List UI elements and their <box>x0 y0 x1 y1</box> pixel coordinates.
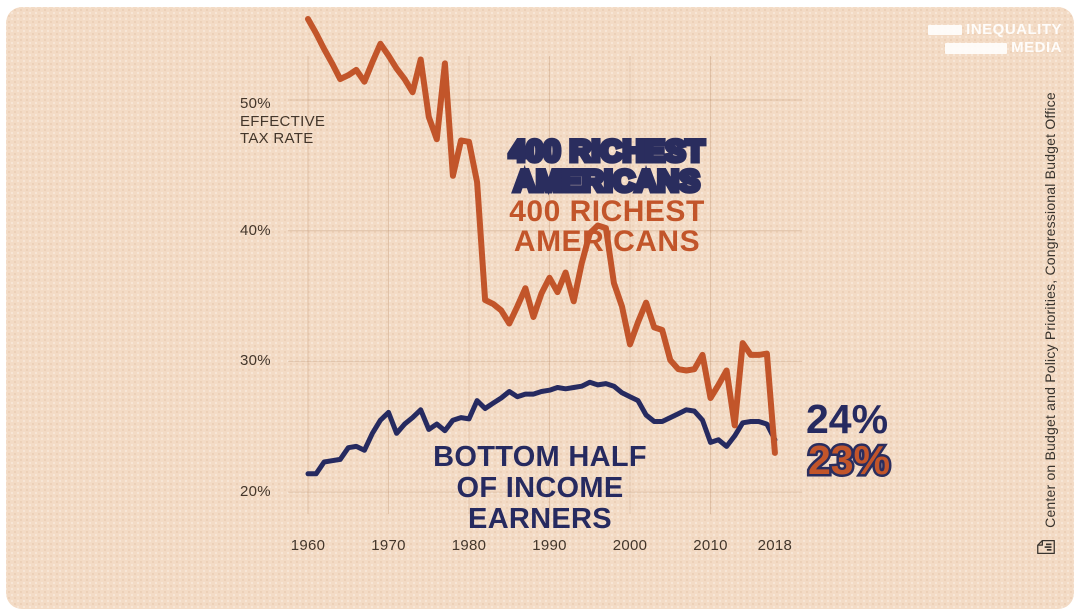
chart-canvas <box>6 7 1074 609</box>
x-axis-tick-label: 2018 <box>757 537 793 554</box>
y-axis-tick-label: 20% <box>240 483 271 501</box>
series-label-richest: 400 RICHEST AMERICANS 400 RICHEST AMERIC… <box>472 134 742 258</box>
inequality-media-logo: INEQUALITY MEDIA <box>928 21 1062 56</box>
y-axis-title: 50% EFFECTIVE TAX RATE <box>240 95 326 147</box>
series-label-bottom-half: BOTTOM HALF OF INCOME EARNERS <box>433 441 647 535</box>
logo-row-2: MEDIA <box>945 39 1062 56</box>
y-axis-tick-label: 40% <box>240 221 271 239</box>
series-label-richest-text: 400 RICHEST AMERICANS <box>509 195 705 258</box>
x-axis-tick-label: 1990 <box>532 537 567 554</box>
logo-bar-icon <box>945 42 1008 54</box>
x-axis-tick-label: 1970 <box>371 537 406 554</box>
logo-bar-icon <box>928 25 963 35</box>
report-document-icon <box>1037 539 1055 555</box>
x-axis-tick-label: 2010 <box>693 537 728 554</box>
end-value-richest-text: 23% <box>808 437 891 483</box>
series-line-bottom-half <box>305 379 778 477</box>
x-axis-tick-label: 1980 <box>451 537 487 554</box>
end-value-richest-outline: 23% <box>806 437 893 483</box>
series-line-richest <box>305 16 778 456</box>
end-value-bottom-half: 24% <box>806 396 889 442</box>
logo-word-inequality: INEQUALITY <box>966 21 1062 38</box>
end-value-richest: 23% 23% <box>806 437 908 483</box>
y-axis-tick-label: 30% <box>240 352 271 370</box>
logo-word-media: MEDIA <box>1011 39 1062 56</box>
x-axis-tick-label: 1960 <box>290 537 326 554</box>
series-label-richest-outline: 400 RICHEST AMERICANS <box>507 134 707 199</box>
x-axis-tick-label: 2000 <box>612 537 648 554</box>
logo-row-1: INEQUALITY <box>928 21 1062 38</box>
source-citation: Center on Budget and Policy Priorities, … <box>1042 92 1058 528</box>
